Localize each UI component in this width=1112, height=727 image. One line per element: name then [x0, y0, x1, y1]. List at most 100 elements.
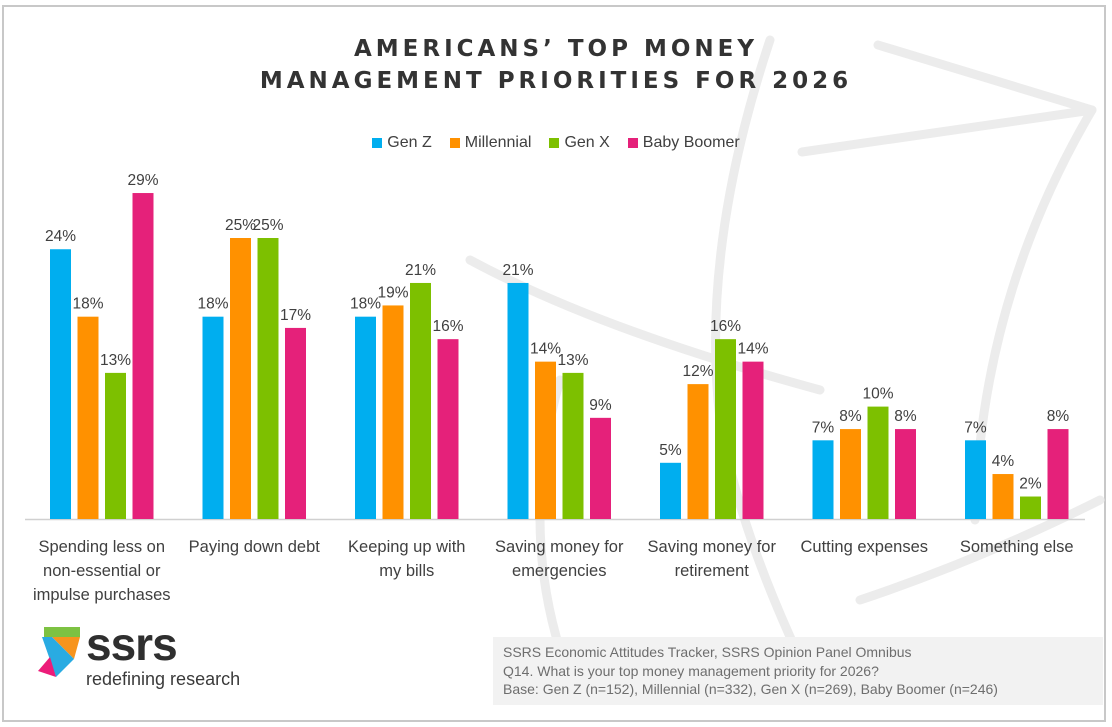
legend-label: Gen Z	[387, 134, 432, 151]
data-label-millennial-something-else: 4%	[992, 453, 1015, 470]
category-label-paying-down-debt: Paying down debt	[174, 535, 334, 559]
category-label-line: emergencies	[512, 562, 607, 580]
bar-millennial-keeping-up-with-my-bills	[382, 305, 404, 519]
chart-title-line-1: AMERICANS’ TOP MONEY	[353, 36, 759, 62]
bar-group-saving-money-for-retirement: 5% 12% 16% 14%	[659, 318, 769, 519]
source-line-survey: SSRS Economic Attitudes Tracker, SSRS Op…	[503, 644, 912, 660]
category-label-something-else: Something else	[937, 535, 1097, 559]
bar-gen-x-cutting-expenses	[867, 406, 889, 519]
bar-baby-boomer-saving-money-for-emergencies	[590, 417, 611, 519]
data-label-gen-x-spending-less-on-non-essential-or-impulse-purchases: 13%	[100, 352, 131, 369]
category-label-line: Keeping up with	[348, 538, 466, 556]
legend: Gen Z Millennial Gen X Baby Boomer	[0, 134, 1112, 152]
bar-gen-x-spending-less-on-non-essential-or-impulse-purchases	[105, 372, 126, 519]
legend-item-gen-x: Gen X	[549, 134, 610, 152]
legend-swatch-millennial	[449, 138, 460, 148]
data-label-millennial-saving-money-for-emergencies: 14%	[530, 341, 561, 358]
bar-group-something-else: 7% 4%2% 8%	[964, 408, 1069, 519]
category-label-line: my bills	[379, 562, 435, 580]
logo-tagline: redefining research	[86, 669, 241, 689]
bar-gen-z-cutting-expenses	[812, 440, 834, 519]
legend-label: Millennial	[464, 134, 532, 151]
bar-baby-boomer-saving-money-for-retirement	[742, 361, 764, 519]
bar-baby-boomer-keeping-up-with-my-bills	[437, 339, 459, 519]
bar-group-keeping-up-with-my-bills: 18%19% 21% 16%	[350, 262, 464, 519]
data-label-baby-boomer-cutting-expenses: 8%	[894, 408, 917, 425]
bar-gen-x-something-else	[1020, 496, 1041, 519]
data-label-baby-boomer-saving-money-for-emergencies: 9%	[589, 397, 612, 414]
legend-swatch-gen-x	[549, 138, 560, 148]
data-label-gen-z-keeping-up-with-my-bills: 18%	[350, 296, 381, 313]
category-label-line: impulse purchases	[32, 586, 171, 604]
data-label-gen-x-saving-money-for-emergencies: 13%	[557, 352, 588, 369]
legend-item-millennial: Millennial	[449, 134, 532, 152]
bar-millennial-paying-down-debt	[230, 238, 251, 519]
bar-gen-x-saving-money-for-retirement	[715, 339, 736, 519]
category-label-line: retirement	[674, 562, 749, 580]
bar-gen-z-saving-money-for-emergencies	[507, 282, 529, 519]
data-label-gen-x-cutting-expenses: 10%	[862, 386, 893, 403]
data-label-gen-z-saving-money-for-emergencies: 21%	[502, 262, 533, 279]
bar-baby-boomer-cutting-expenses	[895, 429, 916, 519]
bar-gen-z-something-else	[965, 440, 986, 519]
data-label-millennial-spending-less-on-non-essential-or-impulse-purchases: 18%	[72, 296, 103, 313]
category-label-line: Cutting expenses	[800, 538, 929, 556]
legend-item-baby-boomer: Baby Boomer	[627, 134, 740, 152]
bar-baby-boomer-spending-less-on-non-essential-or-impulse-purchases	[132, 193, 154, 520]
bar-millennial-something-else	[992, 474, 1014, 519]
bar-gen-x-saving-money-for-emergencies	[562, 372, 584, 519]
data-label-baby-boomer-saving-money-for-retirement: 14%	[737, 341, 768, 358]
data-label-gen-x-saving-money-for-retirement: 16%	[710, 318, 741, 335]
data-label-gen-x-something-else: 2%	[1019, 476, 1042, 493]
data-label-gen-z-something-else: 7%	[964, 419, 987, 436]
bar-millennial-saving-money-for-emergencies	[535, 361, 556, 519]
bar-group-cutting-expenses: 7%8%10%8%	[812, 386, 917, 519]
data-label-gen-x-paying-down-debt: 25%	[252, 217, 283, 234]
ssrs-logo: ssrs redefining research	[36, 618, 256, 695]
category-label-saving-money-for-emergencies: Saving money for emergencies	[479, 535, 639, 583]
source-line-base: Base: Gen Z (n=152), Millennial (n=332),…	[503, 681, 998, 697]
bar-group-spending-less-on-non-essential-or-impulse-purchases: 24% 18% 13% 29%	[45, 172, 159, 520]
data-label-millennial-paying-down-debt: 25%	[225, 217, 256, 234]
category-label-spending-less-on-non-essential-or-impulse-purchases: Spending less on non-essential or impulse …	[22, 535, 182, 607]
category-label-saving-money-for-retirement: Saving money for retirement	[632, 535, 792, 583]
legend-label: Baby Boomer	[642, 134, 740, 151]
bar-gen-z-paying-down-debt	[202, 316, 224, 519]
category-label-line: Spending less on	[38, 538, 166, 556]
category-label-line: non-essential or	[43, 562, 161, 580]
category-label-cutting-expenses: Cutting expenses	[784, 535, 944, 559]
chart-title-line-2: MANAGEMENT PRIORITIES FOR 2026	[259, 68, 853, 94]
bar-gen-x-paying-down-debt	[257, 238, 279, 519]
legend-swatch-gen-z	[372, 138, 383, 148]
data-label-gen-x-keeping-up-with-my-bills: 21%	[405, 262, 436, 279]
bar-gen-z-keeping-up-with-my-bills	[355, 316, 376, 519]
source-line-question: Q14. What is your top money management p…	[503, 662, 879, 679]
data-label-gen-z-spending-less-on-non-essential-or-impulse-purchases: 24%	[45, 228, 76, 245]
ssrs-logo-mark-icon	[38, 627, 80, 677]
bar-group-saving-money-for-emergencies: 21% 14%13% 9%	[502, 262, 612, 519]
category-label-line: Saving money for	[647, 538, 776, 556]
bar-gen-z-spending-less-on-non-essential-or-impulse-purchases	[50, 249, 71, 520]
data-label-gen-z-cutting-expenses: 7%	[812, 419, 835, 436]
bar-baby-boomer-something-else	[1047, 429, 1069, 519]
category-label-line: Paying down debt	[188, 538, 320, 556]
data-label-millennial-keeping-up-with-my-bills: 19%	[377, 284, 408, 301]
bar-millennial-cutting-expenses	[840, 429, 861, 519]
category-label-line: Saving money for	[495, 538, 624, 556]
data-label-gen-z-saving-money-for-retirement: 5%	[659, 442, 682, 459]
legend-item-gen-z: Gen Z	[372, 134, 432, 152]
bar-gen-z-saving-money-for-retirement	[660, 462, 681, 519]
legend-swatch-baby-boomer	[627, 138, 638, 148]
bar-millennial-spending-less-on-non-essential-or-impulse-purchases	[77, 316, 99, 519]
bar-group-paying-down-debt: 18% 25%25% 17%	[197, 217, 311, 519]
data-label-baby-boomer-keeping-up-with-my-bills: 16%	[432, 318, 463, 335]
category-label-line: Something else	[959, 538, 1074, 556]
data-label-gen-z-paying-down-debt: 18%	[197, 296, 228, 313]
data-label-baby-boomer-spending-less-on-non-essential-or-impulse-purchases: 29%	[127, 172, 158, 189]
logo-wordmark: ssrs	[86, 618, 178, 670]
source-note: SSRS Economic Attitudes Tracker, SSRS Op…	[493, 637, 1103, 705]
bar-baby-boomer-paying-down-debt	[285, 327, 306, 519]
data-label-baby-boomer-paying-down-debt: 17%	[280, 307, 311, 324]
data-label-millennial-cutting-expenses: 8%	[839, 408, 862, 425]
